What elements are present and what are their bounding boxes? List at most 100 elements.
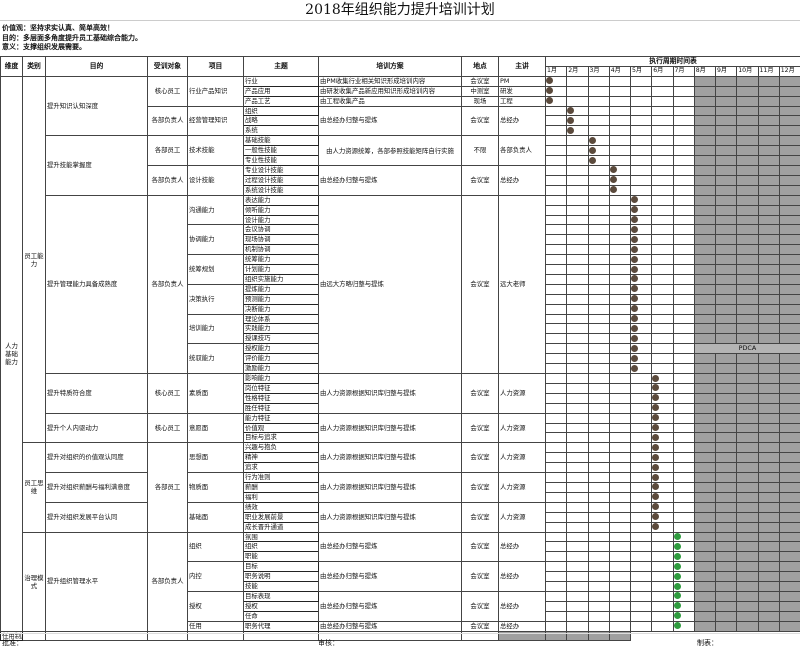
theme-cell: 行业 bbox=[244, 76, 319, 86]
schedule-cell bbox=[652, 304, 673, 314]
schedule-cell bbox=[716, 582, 737, 592]
project-cell: 物质面 bbox=[188, 473, 244, 503]
schedule-cell bbox=[546, 433, 567, 443]
trainee-cell: 各部员工 bbox=[148, 443, 188, 532]
schedule-cell bbox=[673, 433, 694, 443]
schedule-cell bbox=[546, 582, 567, 592]
schedule-cell bbox=[588, 463, 609, 473]
schedule-cell bbox=[567, 195, 588, 205]
schedule-cell bbox=[609, 126, 630, 136]
schedule-cell bbox=[758, 383, 779, 393]
schedule-cell bbox=[779, 393, 800, 403]
schedule-cell bbox=[652, 532, 673, 542]
schedule-cell bbox=[652, 324, 673, 334]
project-cell: 设计技能 bbox=[188, 165, 244, 195]
schedule-cell bbox=[758, 195, 779, 205]
schedule-cell bbox=[716, 621, 737, 631]
schedule-cell bbox=[652, 621, 673, 631]
schedule-cell bbox=[694, 621, 715, 631]
schedule-cell bbox=[588, 443, 609, 453]
lecturer-cell: 人力资源 bbox=[499, 443, 546, 473]
header-dimension: 维度 bbox=[1, 57, 23, 77]
theme-cell: 决断能力 bbox=[244, 304, 319, 314]
schedule-cell bbox=[631, 453, 652, 463]
schedule-cell bbox=[758, 126, 779, 136]
schedule-cell bbox=[694, 255, 715, 265]
schedule-cell bbox=[546, 235, 567, 245]
schedule-cell bbox=[737, 621, 758, 631]
schedule-cell bbox=[737, 185, 758, 195]
schedule-dot-icon bbox=[589, 137, 596, 144]
schedule-cell bbox=[588, 383, 609, 393]
schedule-cell bbox=[588, 562, 609, 572]
project-cell: 经营管理知识 bbox=[188, 106, 244, 136]
schedule-cell bbox=[609, 185, 630, 195]
schedule-cell bbox=[716, 393, 737, 403]
schedule-cell bbox=[779, 294, 800, 304]
schedule-cell bbox=[631, 473, 652, 483]
schedule-dot-icon bbox=[652, 503, 659, 510]
schedule-cell bbox=[737, 126, 758, 136]
schedule-cell bbox=[694, 473, 715, 483]
schedule-cell bbox=[567, 106, 588, 116]
schedule-cell bbox=[694, 86, 715, 96]
schedule-cell bbox=[716, 136, 737, 146]
schedule-dot-icon bbox=[610, 166, 617, 173]
schedule-cell bbox=[609, 106, 630, 116]
schedule-dot-icon bbox=[631, 355, 638, 362]
schedule-cell bbox=[652, 334, 673, 344]
plan-cell: 由研发收集产品新应用知识形成培训内容 bbox=[319, 86, 462, 96]
location-cell: 会议室 bbox=[462, 106, 499, 136]
schedule-cell bbox=[779, 374, 800, 384]
theme-cell: 行为准则 bbox=[244, 473, 319, 483]
schedule-cell bbox=[737, 106, 758, 116]
schedule-dot-icon bbox=[652, 483, 659, 490]
goal-line: 目的：多层面多角度提升员工基础综合能力。 bbox=[2, 34, 142, 44]
schedule-cell bbox=[567, 463, 588, 473]
schedule-cell bbox=[609, 413, 630, 423]
schedule-cell bbox=[779, 235, 800, 245]
schedule-cell bbox=[716, 96, 737, 106]
theme-cell: 系统 bbox=[244, 126, 319, 136]
schedule-cell bbox=[694, 463, 715, 473]
lecturer-cell: 总经办 bbox=[499, 106, 546, 136]
schedule-cell bbox=[779, 403, 800, 413]
schedule-cell bbox=[652, 106, 673, 116]
schedule-cell bbox=[652, 611, 673, 621]
schedule-cell bbox=[652, 572, 673, 582]
schedule-cell bbox=[609, 314, 630, 324]
schedule-cell bbox=[779, 86, 800, 96]
schedule-cell bbox=[609, 562, 630, 572]
schedule-cell bbox=[567, 136, 588, 146]
schedule-cell bbox=[609, 374, 630, 384]
schedule-cell bbox=[631, 344, 652, 354]
schedule-cell bbox=[652, 364, 673, 374]
schedule-dot-icon bbox=[631, 365, 638, 372]
schedule-cell bbox=[546, 403, 567, 413]
schedule-cell bbox=[652, 284, 673, 294]
schedule-cell bbox=[631, 255, 652, 265]
schedule-cell bbox=[779, 512, 800, 522]
schedule-cell bbox=[567, 255, 588, 265]
schedule-cell bbox=[588, 324, 609, 334]
schedule-cell bbox=[716, 453, 737, 463]
location-cell: 会议室 bbox=[462, 76, 499, 86]
schedule-cell bbox=[588, 265, 609, 275]
schedule-cell bbox=[758, 136, 779, 146]
schedule-cell bbox=[609, 463, 630, 473]
schedule-cell bbox=[609, 205, 630, 215]
schedule-cell bbox=[716, 473, 737, 483]
schedule-cell bbox=[546, 116, 567, 126]
schedule-cell bbox=[716, 304, 737, 314]
schedule-cell bbox=[737, 146, 758, 156]
plan-cell: 由人力资源根据知识库归整与提炼 bbox=[319, 413, 462, 443]
schedule-cell bbox=[609, 552, 630, 562]
schedule-cell bbox=[546, 245, 567, 255]
schedule-cell bbox=[631, 304, 652, 314]
schedule-cell bbox=[779, 185, 800, 195]
schedule-cell bbox=[546, 552, 567, 562]
schedule-dot-icon bbox=[589, 157, 596, 164]
table-row: 提升对组织薪酬与福利满意度物质面行为准则由人力资源根据知识库归整与提炼会议室人力… bbox=[1, 473, 800, 483]
schedule-cell bbox=[737, 334, 758, 344]
schedule-cell bbox=[779, 443, 800, 453]
